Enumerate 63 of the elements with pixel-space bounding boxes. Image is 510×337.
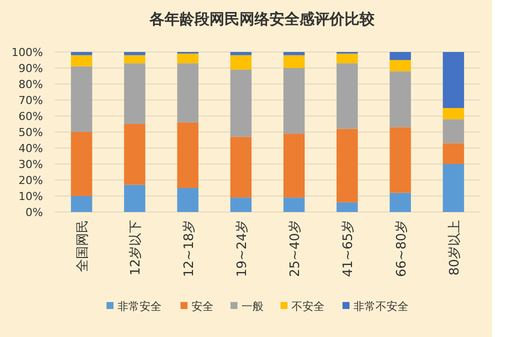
bar bbox=[177, 188, 198, 212]
bar bbox=[124, 184, 146, 212]
bar bbox=[70, 52, 92, 56]
bar bbox=[390, 192, 411, 212]
y-tick-label: 10% bbox=[18, 190, 43, 203]
y-tick-label: 90% bbox=[18, 62, 43, 75]
x-tick-label: 66~80岁 bbox=[394, 220, 410, 277]
bar bbox=[230, 136, 252, 198]
bar bbox=[124, 52, 146, 56]
bar bbox=[124, 63, 146, 124]
legend-label: 安全 bbox=[192, 300, 214, 313]
bar bbox=[230, 52, 252, 56]
bar bbox=[390, 60, 411, 72]
bar bbox=[442, 143, 464, 164]
bar bbox=[390, 52, 411, 60]
y-tick-label: 50% bbox=[18, 126, 43, 139]
legend-label: 非常安全 bbox=[118, 300, 162, 313]
bar bbox=[336, 128, 358, 202]
bar bbox=[177, 54, 198, 64]
x-tick-label: 41~65岁 bbox=[341, 220, 356, 277]
x-tick-label: 12~18岁 bbox=[182, 220, 197, 277]
y-tick-label: 40% bbox=[18, 142, 43, 155]
y-tick-label: 80% bbox=[18, 78, 43, 91]
bar bbox=[336, 202, 358, 212]
bar bbox=[230, 55, 252, 70]
bar bbox=[70, 196, 92, 212]
legend-label: 不安全 bbox=[292, 300, 324, 313]
bar bbox=[390, 127, 411, 193]
bar bbox=[336, 63, 358, 129]
bar bbox=[283, 68, 305, 134]
bar bbox=[177, 63, 198, 122]
bar bbox=[230, 198, 252, 212]
bar bbox=[124, 124, 146, 185]
bar bbox=[70, 55, 92, 66]
chart-title: 各年龄段网民网络安全感评价比较 bbox=[148, 10, 376, 28]
bar bbox=[230, 70, 252, 137]
bar bbox=[442, 52, 464, 108]
bar bbox=[70, 132, 92, 196]
x-tick-label: 25~40岁 bbox=[288, 220, 304, 277]
y-tick-label: 0% bbox=[26, 206, 43, 219]
y-tick-label: 100% bbox=[12, 46, 43, 59]
bar bbox=[124, 55, 146, 64]
bar bbox=[70, 66, 92, 132]
bar bbox=[442, 108, 464, 120]
y-tick-label: 20% bbox=[18, 174, 43, 187]
bar bbox=[442, 164, 464, 212]
bar bbox=[283, 52, 305, 56]
y-tick-label: 60% bbox=[18, 110, 43, 123]
bar bbox=[283, 134, 305, 198]
x-tick-label: 全国网民 bbox=[76, 220, 91, 272]
bar bbox=[336, 54, 358, 64]
x-tick-label: 80岁以上 bbox=[447, 220, 462, 276]
bar bbox=[283, 198, 305, 212]
y-tick-label: 70% bbox=[18, 94, 43, 107]
bar bbox=[177, 122, 198, 188]
legend-label: 一般 bbox=[242, 300, 264, 313]
y-tick-label: 30% bbox=[18, 158, 43, 171]
bar bbox=[283, 55, 305, 68]
bar bbox=[390, 71, 411, 128]
bar bbox=[442, 119, 464, 144]
x-tick-label: 19~24岁 bbox=[234, 220, 250, 277]
legend-label: 非常不安全 bbox=[354, 300, 408, 313]
x-tick-label: 12岁以下 bbox=[128, 220, 144, 276]
